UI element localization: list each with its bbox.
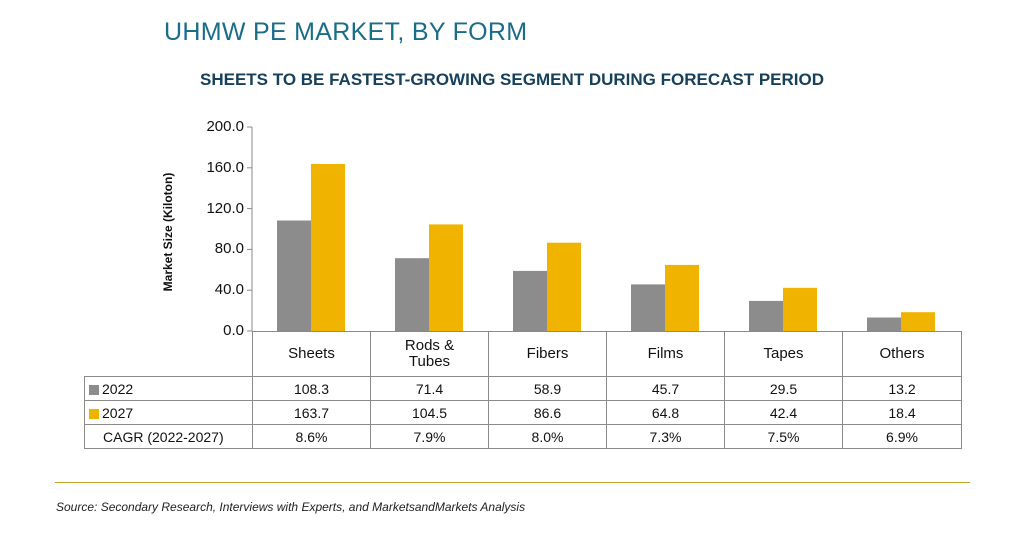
category-label-tapes: Tapes <box>724 331 843 377</box>
category-label-fibers: Fibers <box>488 331 607 377</box>
chart-title: UHMW PE MARKET, BY FORM <box>164 18 528 46</box>
table-cell: 29.5 <box>724 376 843 401</box>
bar-2027-rods-tubes <box>429 224 463 331</box>
bar-2022-films <box>631 284 665 331</box>
table-cell: 7.9% <box>370 424 489 449</box>
legend-label-2022: 2022 <box>102 380 134 397</box>
bar-2027-fibers <box>547 242 581 331</box>
table-cell: 163.7 <box>252 400 371 425</box>
source-note: Source: Secondary Research, Interviews w… <box>56 500 526 514</box>
y-tick-label: 80.0 <box>214 240 244 258</box>
table-row-cagr: CAGR (2022-2027) 8.6% 7.9% 8.0% 7.3% 7.5… <box>84 424 962 449</box>
table-row-2027: 2027 163.7 104.5 86.6 64.8 42.4 18.4 <box>84 400 962 425</box>
table-cell: 42.4 <box>724 400 843 425</box>
category-label-rods-tubes: Rods & Tubes <box>370 331 489 377</box>
category-label-others: Others <box>842 331 962 377</box>
table-cell: 8.6% <box>252 424 371 449</box>
y-tick-label: 120.0 <box>206 199 244 217</box>
table-cell: 7.3% <box>606 424 725 449</box>
bar-2022-others <box>867 317 901 331</box>
legend-2027: 2027 <box>84 400 253 425</box>
legend-label-2027: 2027 <box>102 404 134 421</box>
bar-2022-tapes <box>749 300 783 331</box>
table-cell: 86.6 <box>488 400 607 425</box>
table-cell: 58.9 <box>488 376 607 401</box>
bar-2027-films <box>665 264 699 331</box>
table-row-2022: 2022 108.3 71.4 58.9 45.7 29.5 13.2 <box>84 376 962 401</box>
legend-2022: 2022 <box>84 376 253 401</box>
table-cell: 71.4 <box>370 376 489 401</box>
table-cell: 18.4 <box>842 400 962 425</box>
table-cell: 45.7 <box>606 376 725 401</box>
bar-2022-rods-tubes <box>395 258 429 331</box>
chart-subtitle: SHEETS TO BE FASTEST-GROWING SEGMENT DUR… <box>200 70 825 89</box>
table-corner <box>84 331 253 377</box>
y-tick-label: 200.0 <box>206 118 244 135</box>
table-cell: 104.5 <box>370 400 489 425</box>
y-tick-label: 160.0 <box>206 158 244 176</box>
footer-divider <box>55 482 970 483</box>
category-label-rods-tubes-text: Rods & Tubes <box>404 337 455 370</box>
table-cell: 13.2 <box>842 376 962 401</box>
bar-2027-sheets <box>311 164 345 331</box>
category-label-films: Films <box>606 331 725 377</box>
table-cell: 8.0% <box>488 424 607 449</box>
category-header-row: Sheets Rods & Tubes Fibers Films Tapes O… <box>84 331 962 377</box>
category-label-sheets: Sheets <box>252 331 371 377</box>
table-cell: 64.8 <box>606 400 725 425</box>
y-tick-label: 40.0 <box>214 281 244 299</box>
table-cell: 7.5% <box>724 424 843 449</box>
bar-2022-fibers <box>513 270 547 331</box>
table-cell: 108.3 <box>252 376 371 401</box>
cagr-label: CAGR (2022-2027) <box>84 424 253 449</box>
data-table: Sheets Rods & Tubes Fibers Films Tapes O… <box>84 331 962 449</box>
legend-swatch-2027 <box>89 408 99 419</box>
bar-2027-others <box>901 312 935 331</box>
table-cell: 6.9% <box>842 424 962 449</box>
bar-2027-tapes <box>783 287 817 331</box>
legend-swatch-2022 <box>89 384 99 395</box>
bar-2022-sheets <box>277 220 311 331</box>
